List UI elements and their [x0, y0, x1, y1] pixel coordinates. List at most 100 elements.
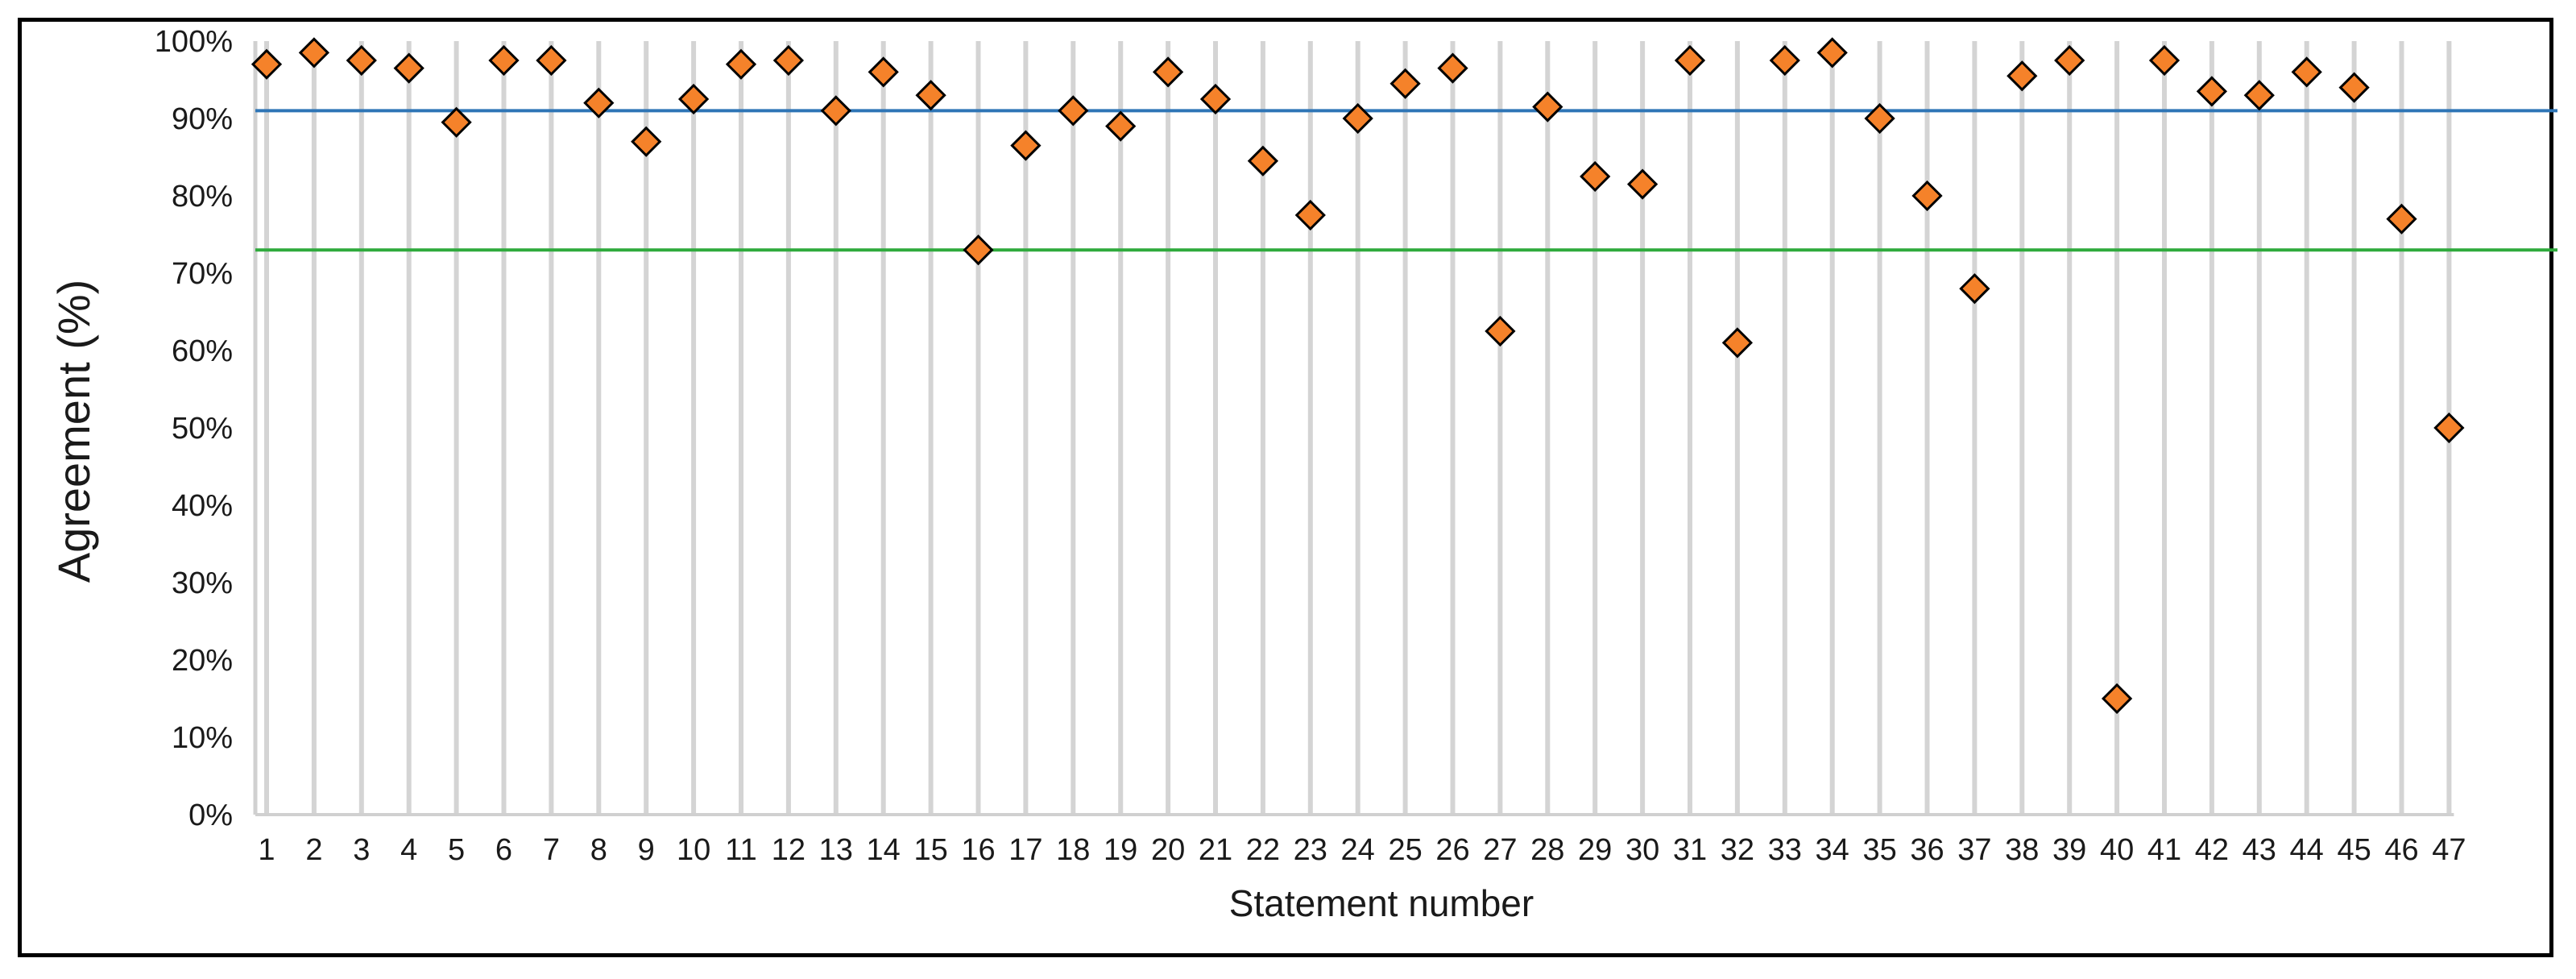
reference-lines — [255, 109, 2557, 252]
x-axis-ticks: 1 2 3 4 5 6 7 8 9 10 11 12 13 14 15 16 17 18 19 20 21 22 23 24 2… — [258, 833, 2466, 867]
x-tick-label: 40 — [2100, 833, 2134, 867]
x-tick-label: 32 — [1721, 833, 1754, 867]
data-point-2 — [298, 37, 330, 68]
x-tick-label: 36 — [1910, 833, 1944, 867]
data-point-17 — [1010, 130, 1042, 161]
data-point-6 — [488, 44, 520, 77]
x-tick-label: 5 — [448, 833, 465, 867]
x-tick-label: 23 — [1294, 833, 1327, 867]
data-point-32 — [1721, 327, 1754, 359]
data-point-16 — [963, 234, 994, 266]
x-tick-label: 4 — [400, 833, 417, 867]
x-tick-label: 43 — [2243, 833, 2276, 867]
data-point-47 — [2433, 412, 2465, 444]
x-tick-label: 20 — [1151, 833, 1185, 867]
x-tick-label: 14 — [867, 833, 901, 867]
x-tick-label: 26 — [1435, 833, 1469, 867]
data-point-46 — [2386, 203, 2417, 234]
x-tick-label: 39 — [2052, 833, 2086, 867]
data-point-29 — [1580, 160, 1611, 193]
data-point-36 — [1911, 180, 1943, 212]
y-tick-label: 0% — [188, 799, 233, 832]
data-point-11 — [725, 48, 757, 80]
y-tick-label: 100% — [155, 25, 233, 59]
data-point-5 — [441, 106, 472, 138]
x-tick-label: 18 — [1056, 833, 1090, 867]
x-axis-title: Statement number — [1229, 882, 1534, 924]
x-tick-label: 3 — [353, 833, 370, 867]
data-point-4 — [393, 52, 425, 84]
data-point-33 — [1769, 44, 1800, 77]
x-tick-label: 29 — [1578, 833, 1612, 867]
x-tick-label: 28 — [1530, 833, 1564, 867]
x-tick-label: 24 — [1341, 833, 1375, 867]
x-tick-label: 19 — [1104, 833, 1137, 867]
data-points — [251, 37, 2465, 715]
x-tick-label: 8 — [590, 833, 607, 867]
x-tick-label: 2 — [305, 833, 322, 867]
x-tick-label: 38 — [2005, 833, 2039, 867]
data-point-43 — [2243, 80, 2275, 111]
x-tick-label: 44 — [2290, 833, 2324, 867]
x-tick-label: 9 — [638, 833, 655, 867]
x-tick-label: 21 — [1199, 833, 1232, 867]
data-point-3 — [346, 44, 377, 77]
data-point-14 — [868, 56, 899, 88]
x-tick-label: 25 — [1388, 833, 1422, 867]
x-tick-label: 7 — [543, 833, 560, 867]
data-point-34 — [1816, 37, 1848, 68]
data-point-24 — [1342, 102, 1373, 135]
x-tick-label: 33 — [1768, 833, 1802, 867]
data-point-31 — [1674, 44, 1706, 77]
data-point-23 — [1294, 199, 1326, 231]
data-point-28 — [1532, 91, 1563, 122]
data-point-40 — [2101, 682, 2133, 715]
x-tick-label: 37 — [1957, 833, 1991, 867]
x-tick-label: 17 — [1008, 833, 1042, 867]
y-tick-label: 40% — [172, 489, 233, 523]
y-tick-label: 80% — [172, 180, 233, 214]
x-tick-label: 15 — [913, 833, 947, 867]
data-point-45 — [2338, 72, 2370, 103]
data-point-19 — [1105, 110, 1137, 142]
x-tick-label: 27 — [1483, 833, 1517, 867]
data-point-42 — [2196, 76, 2228, 107]
x-tick-label: 1 — [258, 833, 275, 867]
x-tick-label: 46 — [2384, 833, 2418, 867]
y-tick-label: 20% — [172, 644, 233, 678]
data-point-35 — [1864, 102, 1895, 135]
x-tick-label: 13 — [819, 833, 853, 867]
data-point-39 — [2054, 44, 2085, 77]
x-tick-label: 31 — [1673, 833, 1707, 867]
x-tick-label: 6 — [495, 833, 512, 867]
x-tick-label: 10 — [677, 833, 710, 867]
data-point-21 — [1199, 83, 1232, 115]
x-tick-label: 34 — [1816, 833, 1849, 867]
y-axis-title: Agreement (%) — [48, 280, 99, 583]
data-point-20 — [1152, 56, 1184, 88]
x-tick-label: 30 — [1626, 833, 1659, 867]
data-point-44 — [2291, 56, 2322, 88]
data-point-12 — [772, 44, 805, 77]
y-tick-label: 30% — [172, 566, 233, 600]
x-tick-label: 45 — [2337, 833, 2371, 867]
x-tick-label: 35 — [1862, 833, 1896, 867]
y-tick-label: 10% — [172, 721, 233, 755]
y-tick-label: 50% — [172, 412, 233, 446]
x-tick-label: 11 — [725, 833, 756, 867]
y-tick-label: 70% — [172, 257, 233, 291]
data-point-37 — [1959, 273, 1990, 305]
data-point-1 — [251, 48, 283, 80]
data-point-27 — [1485, 315, 1516, 347]
data-point-30 — [1626, 168, 1659, 200]
x-tick-label: 22 — [1246, 833, 1280, 867]
x-tick-label: 42 — [2195, 833, 2229, 867]
data-point-26 — [1437, 52, 1468, 84]
y-axis-ticks: 0% 10% 20% 30% 40% 50% 60% 70% 80% 90% 100% — [155, 25, 233, 832]
x-tick-label: 41 — [2147, 833, 2181, 867]
x-tick-label: 16 — [961, 833, 995, 867]
data-point-9 — [631, 126, 662, 157]
data-point-41 — [2148, 44, 2180, 77]
data-point-13 — [820, 95, 851, 127]
